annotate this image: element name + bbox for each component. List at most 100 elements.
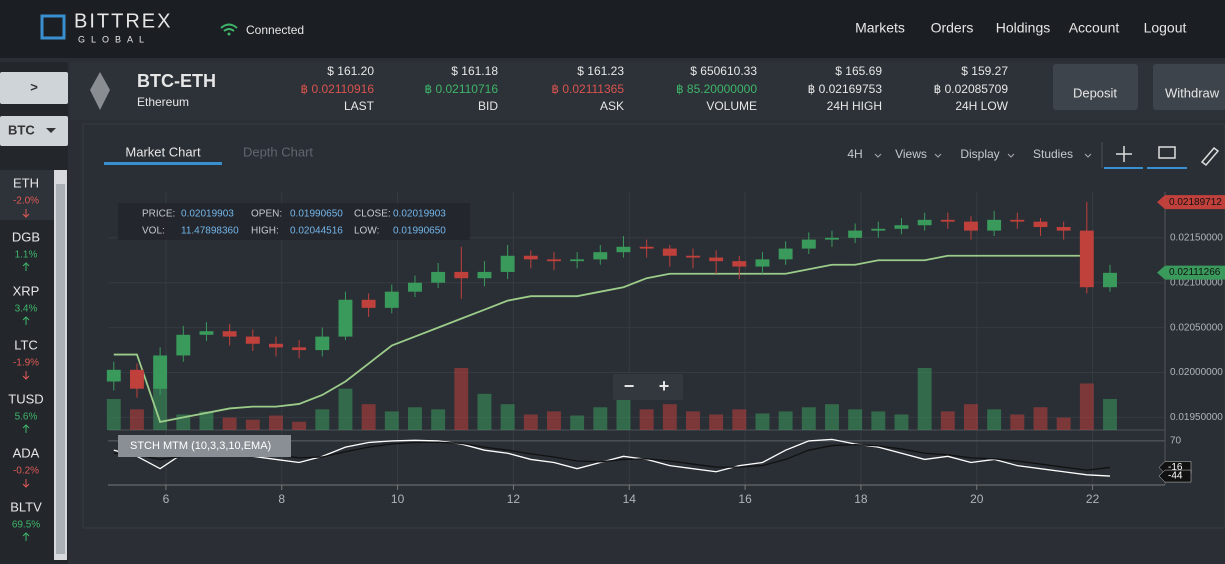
nav-item[interactable]: Logout	[1144, 20, 1187, 36]
toggle-button[interactable]	[0, 72, 68, 104]
candle-body	[315, 336, 330, 351]
volume-bar	[801, 407, 816, 430]
tool-caret	[1084, 153, 1092, 158]
volume-bar	[940, 411, 955, 430]
price-tag	[1157, 195, 1225, 210]
withdraw-button[interactable]	[1153, 64, 1225, 110]
study-line	[113, 438, 1111, 477]
x-tick-label: 18	[854, 492, 868, 506]
market-symbol[interactable]: ADA	[13, 445, 40, 460]
logo-icon	[40, 14, 66, 40]
volume-bar	[639, 409, 654, 430]
stat-btc: ฿ 0.02085709	[934, 82, 1009, 96]
nav-item[interactable]: Markets	[855, 20, 905, 36]
stat-btc: ฿ 85.20000000	[676, 82, 757, 96]
price-tag-label: 0.02111266	[1169, 267, 1221, 278]
stat-usd: $ 650610.33	[690, 64, 757, 78]
info-value: 0.01990650	[393, 226, 446, 237]
stat-label: LAST	[344, 99, 375, 113]
volume-bar	[871, 411, 886, 430]
market-symbol[interactable]: ETH	[13, 175, 39, 190]
candle-body	[639, 246, 654, 249]
volume-bar	[245, 419, 260, 430]
toggle-label[interactable]: >	[30, 79, 38, 94]
stat-btc: ฿ 0.02110916	[301, 82, 375, 96]
market-change: -1.9%	[13, 358, 39, 369]
tab[interactable]: Depth Chart	[243, 144, 313, 159]
change-arrow	[22, 316, 30, 325]
base-label[interactable]: BTC	[8, 122, 35, 137]
stat-btc: ฿ 0.02111365	[551, 82, 624, 96]
candle-body	[153, 355, 168, 389]
x-tick-label: 16	[738, 492, 752, 506]
scroll-thumb[interactable]	[56, 184, 65, 554]
change-arrow	[22, 262, 30, 271]
base-select[interactable]	[0, 116, 68, 146]
volume-bar	[709, 414, 724, 430]
zoom-in[interactable]: +	[659, 376, 670, 396]
candle-body	[894, 225, 909, 229]
deposit-label[interactable]: Deposit	[1073, 85, 1117, 100]
info-label: HIGH:	[251, 226, 279, 237]
crosshair-icon[interactable]	[1116, 146, 1132, 162]
volume-bar	[894, 414, 909, 430]
zoom-out[interactable]: −	[624, 376, 635, 396]
deposit-button[interactable]	[1053, 64, 1138, 110]
candle-body	[755, 259, 770, 267]
info-value: 0.02044516	[290, 226, 343, 237]
y-tick-label: 0.02000000	[1170, 367, 1223, 378]
candle-body	[987, 219, 1002, 231]
volume-bar	[1079, 383, 1094, 430]
info-label: OPEN:	[251, 209, 282, 220]
nav-item[interactable]: Account	[1069, 20, 1120, 36]
tool[interactable]: Display	[960, 147, 999, 161]
volume-bar	[269, 415, 283, 430]
volume-bar	[1033, 407, 1048, 430]
x-tick-label: 14	[623, 492, 637, 506]
tab-underline	[104, 162, 222, 165]
volume-bar	[547, 411, 561, 430]
candle-body	[454, 271, 469, 279]
logo: BITTREX	[74, 10, 172, 32]
tool-underline	[1147, 167, 1187, 169]
info-label: VOL:	[142, 226, 165, 237]
x-tick-label: 6	[163, 492, 170, 506]
info-label: CLOSE:	[354, 209, 391, 220]
market-symbol[interactable]: BLTV	[10, 499, 42, 514]
candle-body	[778, 248, 793, 260]
volume-bar	[477, 393, 492, 430]
market-symbol[interactable]: LTC	[14, 337, 38, 352]
candle-body	[593, 252, 608, 260]
stat-btc: ฿ 0.02169753	[808, 82, 883, 96]
volume-bar	[1010, 414, 1025, 430]
tool[interactable]: Views	[895, 147, 927, 161]
volume-bar	[315, 409, 330, 430]
wifi-icon	[220, 23, 238, 32]
candle-body	[199, 331, 214, 335]
change-arrow	[22, 371, 30, 380]
chart-panel	[82, 123, 1225, 529]
candle-body	[222, 331, 237, 337]
market-symbol[interactable]: XRP	[13, 283, 40, 298]
nav-item[interactable]: Orders	[931, 20, 974, 36]
candle-body	[686, 255, 700, 258]
stat-usd: $ 161.20	[327, 64, 374, 78]
market-symbol[interactable]: DGB	[12, 229, 40, 244]
nav-item[interactable]: Holdings	[996, 20, 1050, 36]
withdraw-label[interactable]: Withdraw	[1165, 85, 1220, 100]
market-symbol[interactable]: TUSD	[8, 391, 43, 406]
trail-line	[113, 254, 1087, 423]
tool[interactable]: 4H	[847, 147, 862, 161]
pair: BTC-ETH	[137, 71, 216, 91]
tool[interactable]: Studies	[1033, 147, 1073, 161]
market-change: 5.6%	[15, 412, 38, 423]
stat-label: VOLUME	[706, 99, 757, 113]
pencil-icon[interactable]	[1200, 146, 1220, 167]
volume-bar	[292, 421, 307, 430]
comment-icon[interactable]	[1158, 146, 1176, 159]
candle-body	[917, 219, 932, 226]
info-label: PRICE:	[142, 209, 175, 220]
y-tick-label: 0.02100000	[1170, 277, 1223, 288]
tab[interactable]: Market Chart	[125, 144, 201, 159]
